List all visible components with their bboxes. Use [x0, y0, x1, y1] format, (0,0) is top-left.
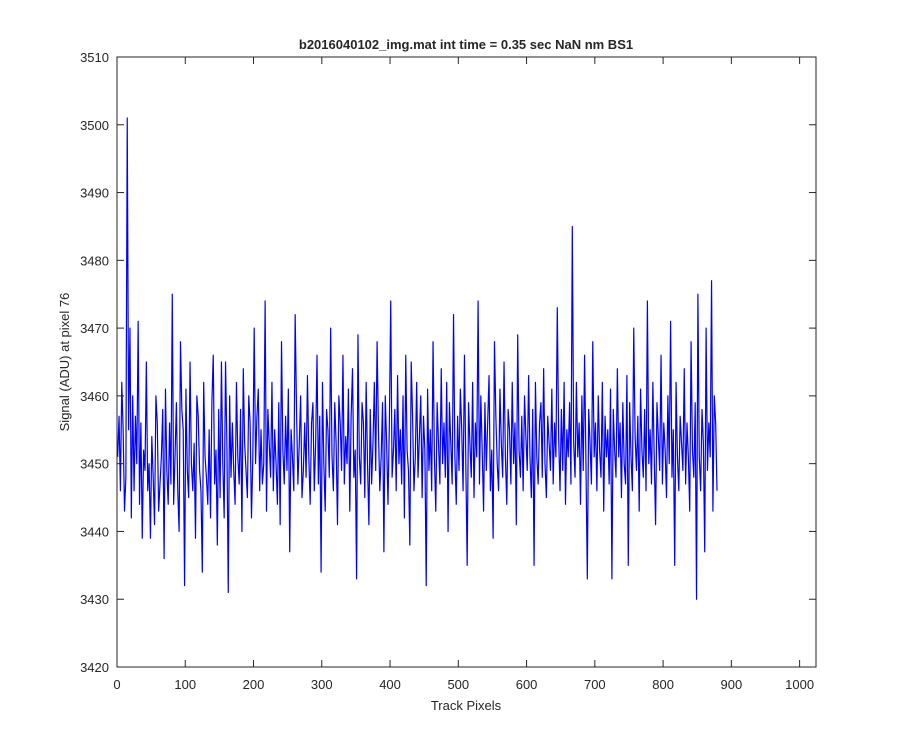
axes-box [116, 56, 817, 668]
x-axis-label: Track Pixels [431, 698, 502, 713]
y-tick-label: 3450 [80, 457, 109, 472]
plot-background [117, 57, 816, 667]
x-tick-label: 800 [652, 677, 674, 692]
y-axis: 3420 3430 3440 3450 3460 3470 3480 3490 3500 3510 [80, 50, 816, 675]
x-tick-label: 900 [721, 677, 743, 692]
plot-area [116, 56, 817, 668]
x-tick-label: 200 [243, 677, 265, 692]
y-tick-label: 3500 [80, 118, 109, 133]
signal-series-line [117, 117, 718, 600]
x-tick-label: 500 [447, 677, 469, 692]
y-tick-label: 3470 [80, 321, 109, 336]
y-tick-label: 3490 [80, 186, 109, 201]
x-axis: 0 100 200 300 400 500 600 700 800 900 1000 [113, 57, 814, 692]
x-tick-label: 300 [311, 677, 333, 692]
y-tick-label: 3440 [80, 524, 109, 539]
x-tick-label: 0 [113, 677, 120, 692]
y-tick-label: 3420 [80, 660, 109, 675]
y-tick-label: 3430 [80, 592, 109, 607]
x-tick-label: 700 [584, 677, 606, 692]
x-tick-label: 400 [379, 677, 401, 692]
chart-title: b2016040102_img.mat int time = 0.35 sec … [299, 37, 633, 52]
x-tick-label: 100 [174, 677, 196, 692]
y-tick-label: 3460 [80, 389, 109, 404]
y-tick-label: 3510 [80, 50, 109, 65]
y-tick-label: 3480 [80, 253, 109, 268]
x-tick-label: 1000 [785, 677, 814, 692]
x-tick-label: 600 [516, 677, 538, 692]
y-axis-label: Signal (ADU) at pixel 76 [57, 293, 72, 432]
